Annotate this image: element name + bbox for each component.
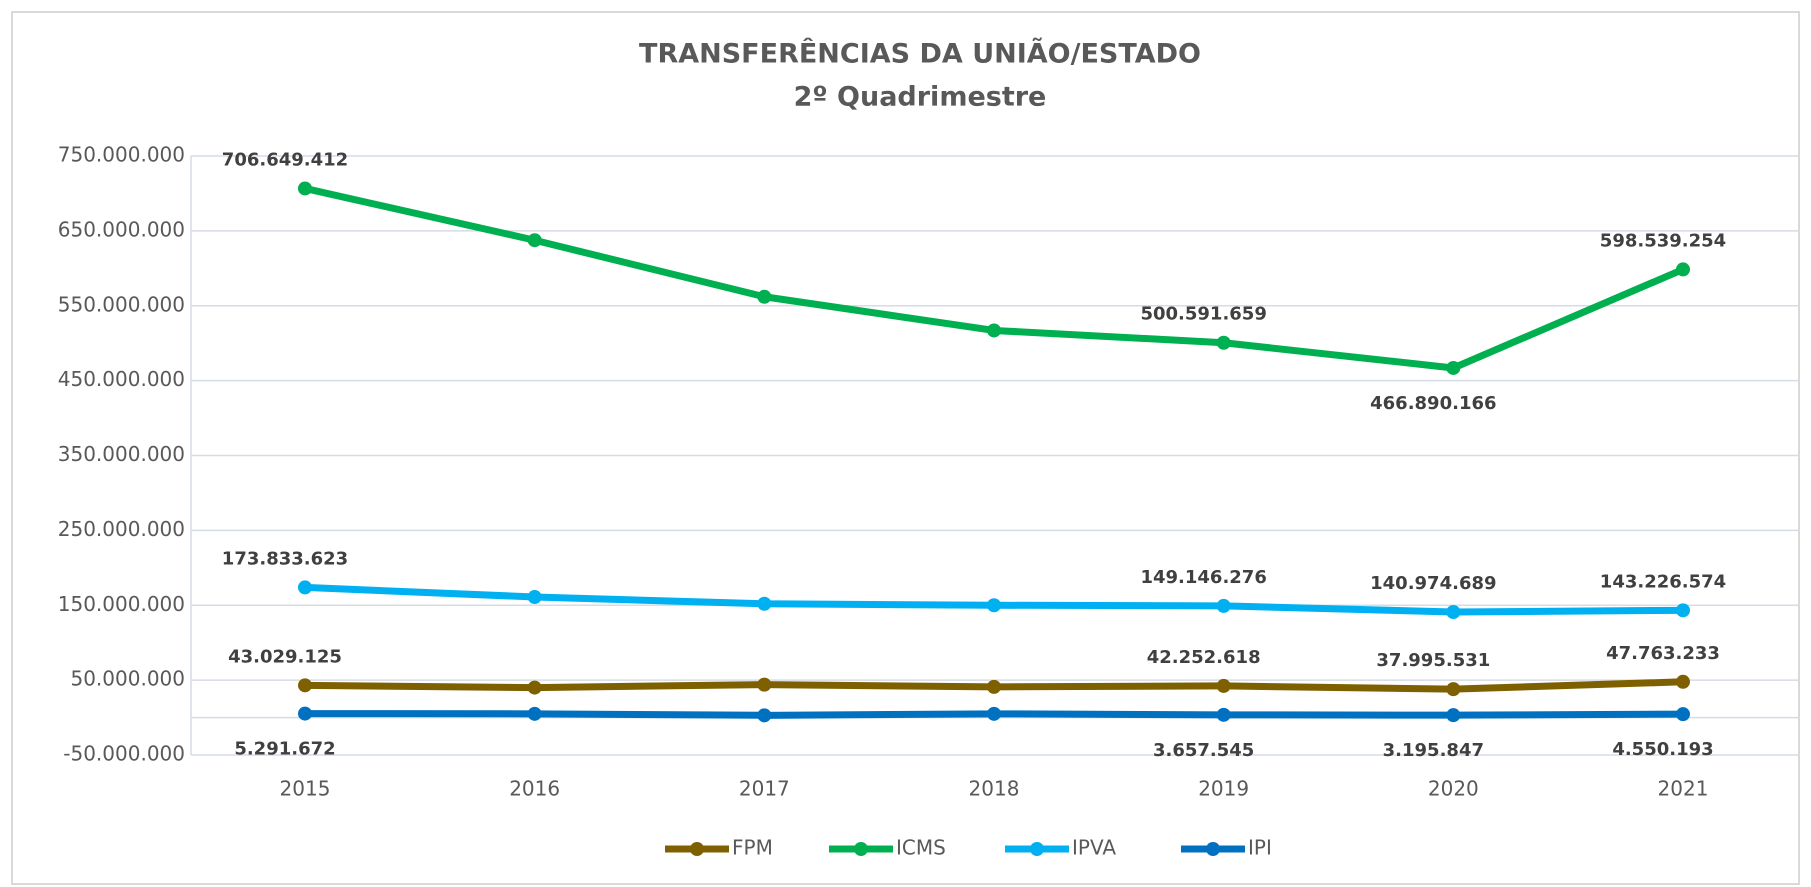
data-point (298, 181, 312, 196)
x-tick-label: 2016 (509, 777, 560, 801)
data-label: 706.649.412 (222, 149, 348, 170)
data-label: 47.763.233 (1606, 643, 1720, 664)
data-point (1676, 707, 1690, 722)
data-label: 500.591.659 (1140, 304, 1266, 325)
data-point (298, 580, 312, 595)
data-label: 466.890.166 (1370, 393, 1496, 414)
legend-label: FPM (732, 836, 773, 860)
data-point (298, 678, 312, 693)
data-point (1446, 708, 1461, 723)
data-label: 173.833.623 (222, 548, 348, 569)
data-label: 4.550.193 (1612, 739, 1713, 760)
data-label: 3.657.545 (1153, 740, 1254, 761)
y-tick-label: 50.000.000 (70, 667, 185, 691)
chart-border (11, 11, 1800, 885)
data-point (298, 706, 312, 721)
data-point (1216, 707, 1231, 722)
data-point (1216, 598, 1231, 613)
data-point (1446, 360, 1461, 375)
x-tick-label: 2020 (1428, 777, 1479, 801)
data-point (757, 289, 772, 304)
x-tick-label: 2021 (1658, 777, 1709, 801)
data-point (987, 706, 1001, 721)
legend-label: ICMS (896, 836, 946, 860)
x-tick-label: 2015 (280, 777, 331, 801)
data-label: 42.252.618 (1147, 647, 1261, 668)
y-tick-label: -50.000.000 (63, 742, 185, 766)
data-point (527, 233, 542, 248)
data-point (1446, 605, 1461, 620)
data-point (1676, 603, 1690, 618)
data-point (757, 708, 772, 723)
legend-marker (1030, 842, 1044, 856)
data-point (987, 323, 1001, 338)
data-label: 140.974.689 (1370, 573, 1496, 594)
data-label: 5.291.672 (234, 739, 335, 760)
data-point (987, 679, 1001, 694)
data-point (1446, 682, 1461, 697)
y-tick-label: 650.000.000 (58, 217, 185, 241)
data-point (527, 706, 542, 721)
data-label: 3.195.847 (1383, 740, 1484, 761)
data-point (527, 680, 542, 695)
x-tick-label: 2018 (969, 777, 1020, 801)
legend-marker (690, 842, 704, 856)
data-label: 598.539.254 (1600, 230, 1726, 251)
y-tick-label: 750.000.000 (58, 143, 185, 167)
y-tick-label: 550.000.000 (58, 292, 185, 316)
legend-marker (854, 842, 868, 856)
data-point (1676, 262, 1690, 277)
chart-title: TRANSFERÊNCIAS DA UNIÃO/ESTADO (639, 38, 1201, 70)
x-tick-label: 2017 (739, 777, 790, 801)
legend-marker (1206, 842, 1220, 856)
chart-subtitle: 2º Quadrimestre (794, 82, 1047, 113)
data-point (757, 677, 772, 692)
data-point (1216, 678, 1231, 693)
y-tick-label: 150.000.000 (58, 592, 185, 616)
data-point (757, 596, 772, 611)
y-tick-label: 350.000.000 (58, 442, 185, 466)
data-point (527, 590, 542, 605)
y-tick-label: 450.000.000 (58, 367, 185, 391)
legend-label: IPVA (1072, 836, 1116, 860)
data-label: 143.226.574 (1600, 571, 1726, 592)
data-point (987, 598, 1001, 613)
data-label: 43.029.125 (228, 646, 342, 667)
data-point (1676, 674, 1690, 689)
x-tick-label: 2019 (1198, 777, 1249, 801)
data-point (1216, 335, 1231, 350)
y-tick-label: 250.000.000 (58, 517, 185, 541)
data-label: 37.995.531 (1376, 650, 1490, 671)
data-label: 149.146.276 (1140, 567, 1266, 588)
legend-label: IPI (1248, 836, 1272, 860)
